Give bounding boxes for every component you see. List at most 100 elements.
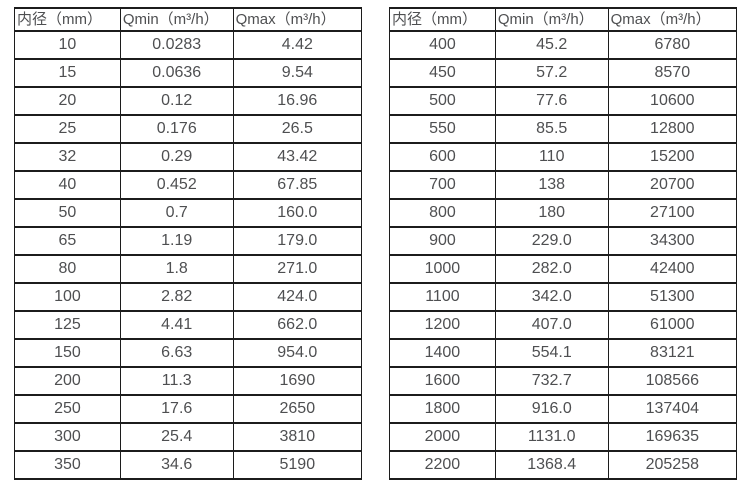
table-cell: 42400 <box>607 254 738 284</box>
table-row: 300 25.4 3810 <box>14 422 363 452</box>
table-cell: 16.96 <box>232 86 363 116</box>
table-row: 350 34.6 5190 <box>14 450 363 480</box>
table-cell: 50 <box>14 198 121 228</box>
table-row: 25 0.176 26.5 <box>14 114 363 144</box>
table-cell: 57.2 <box>494 58 609 88</box>
table-cell: 10600 <box>607 86 738 116</box>
table-cell: 1690 <box>232 366 363 396</box>
table-row: 15 0.0636 9.54 <box>14 58 363 88</box>
table-cell: 80 <box>14 254 121 284</box>
table-row: 200 11.3 1690 <box>14 366 363 396</box>
table-cell: 300 <box>14 422 121 452</box>
table-cell: 1800 <box>389 394 496 424</box>
column-header: Qmax（m³/h） <box>232 7 363 32</box>
table-cell: 1200 <box>389 310 496 340</box>
table-cell: 160.0 <box>232 198 363 228</box>
table-cell: 954.0 <box>232 338 363 368</box>
table-cell: 137404 <box>607 394 738 424</box>
table-cell: 0.29 <box>119 142 234 172</box>
table-row: 700 138 20700 <box>389 170 738 200</box>
column-header: 内径（mm） <box>14 7 121 32</box>
table-cell: 45.2 <box>494 30 609 60</box>
table-row: 550 85.5 12800 <box>389 114 738 144</box>
table-cell: 205258 <box>607 450 738 480</box>
table-cell: 8570 <box>607 58 738 88</box>
table-cell: 12800 <box>607 114 738 144</box>
table-row: 500 77.6 10600 <box>389 86 738 116</box>
table-cell: 1.8 <box>119 254 234 284</box>
table-cell: 25.4 <box>119 422 234 452</box>
table-row: 1100 342.0 51300 <box>389 282 738 312</box>
table-cell: 554.1 <box>494 338 609 368</box>
table-cell: 83121 <box>607 338 738 368</box>
table-cell: 15200 <box>607 142 738 172</box>
table-row: 150 6.63 954.0 <box>14 338 363 368</box>
table-cell: 1131.0 <box>494 422 609 452</box>
flow-table-small-diameters: 内径（mm） Qmin（m³/h） Qmax（m³/h） 10 0.0283 4.42 15… <box>14 7 363 480</box>
table-cell: 77.6 <box>494 86 609 116</box>
header-row: 内径（mm） Qmin（m³/h） Qmax（m³/h） <box>389 7 738 32</box>
table-row: 2200 1368.4 205258 <box>389 450 738 480</box>
table-cell: 916.0 <box>494 394 609 424</box>
table-cell: 2.82 <box>119 282 234 312</box>
table-cell: 0.7 <box>119 198 234 228</box>
table-cell: 34300 <box>607 226 738 256</box>
table-cell: 800 <box>389 198 496 228</box>
table-row: 1600 732.7 108566 <box>389 366 738 396</box>
table-cell: 20 <box>14 86 121 116</box>
table-row: 1400 554.1 83121 <box>389 338 738 368</box>
table-row: 50 0.7 160.0 <box>14 198 363 228</box>
table-cell: 2650 <box>232 394 363 424</box>
table-cell: 424.0 <box>232 282 363 312</box>
table-cell: 11.3 <box>119 366 234 396</box>
table-row: 800 180 27100 <box>389 198 738 228</box>
table-cell: 732.7 <box>494 366 609 396</box>
table-cell: 4.42 <box>232 30 363 60</box>
table-cell: 10 <box>14 30 121 60</box>
table-cell: 1100 <box>389 282 496 312</box>
table-cell: 61000 <box>607 310 738 340</box>
table-cell: 65 <box>14 226 121 256</box>
table-cell: 100 <box>14 282 121 312</box>
table-cell: 450 <box>389 58 496 88</box>
table-cell: 85.5 <box>494 114 609 144</box>
table-row: 900 229.0 34300 <box>389 226 738 256</box>
table-cell: 1000 <box>389 254 496 284</box>
table-cell: 150 <box>14 338 121 368</box>
table-row: 20 0.12 16.96 <box>14 86 363 116</box>
table-row: 250 17.6 2650 <box>14 394 363 424</box>
table-cell: 9.54 <box>232 58 363 88</box>
table-row: 40 0.452 67.85 <box>14 170 363 200</box>
table-row: 1000 282.0 42400 <box>389 254 738 284</box>
table-cell: 108566 <box>607 366 738 396</box>
table-row: 100 2.82 424.0 <box>14 282 363 312</box>
table-row: 400 45.2 6780 <box>389 30 738 60</box>
column-header: Qmax（m³/h） <box>607 7 738 32</box>
table-cell: 282.0 <box>494 254 609 284</box>
table-cell: 0.0636 <box>119 58 234 88</box>
table-cell: 25 <box>14 114 121 144</box>
table-cell: 350 <box>14 450 121 480</box>
table-cell: 5190 <box>232 450 363 480</box>
table-cell: 0.12 <box>119 86 234 116</box>
table-cell: 67.85 <box>232 170 363 200</box>
table-cell: 342.0 <box>494 282 609 312</box>
table-cell: 229.0 <box>494 226 609 256</box>
table-cell: 1600 <box>389 366 496 396</box>
table-cell: 6.63 <box>119 338 234 368</box>
table-cell: 6780 <box>607 30 738 60</box>
column-header: 内径（mm） <box>389 7 496 32</box>
table-cell: 27100 <box>607 198 738 228</box>
table-cell: 51300 <box>607 282 738 312</box>
table-cell: 40 <box>14 170 121 200</box>
table-cell: 407.0 <box>494 310 609 340</box>
table-cell: 1368.4 <box>494 450 609 480</box>
table-cell: 169635 <box>607 422 738 452</box>
table-cell: 400 <box>389 30 496 60</box>
table-cell: 500 <box>389 86 496 116</box>
column-header: Qmin（m³/h） <box>494 7 609 32</box>
table-cell: 26.5 <box>232 114 363 144</box>
table-cell: 34.6 <box>119 450 234 480</box>
table-cell: 0.452 <box>119 170 234 200</box>
